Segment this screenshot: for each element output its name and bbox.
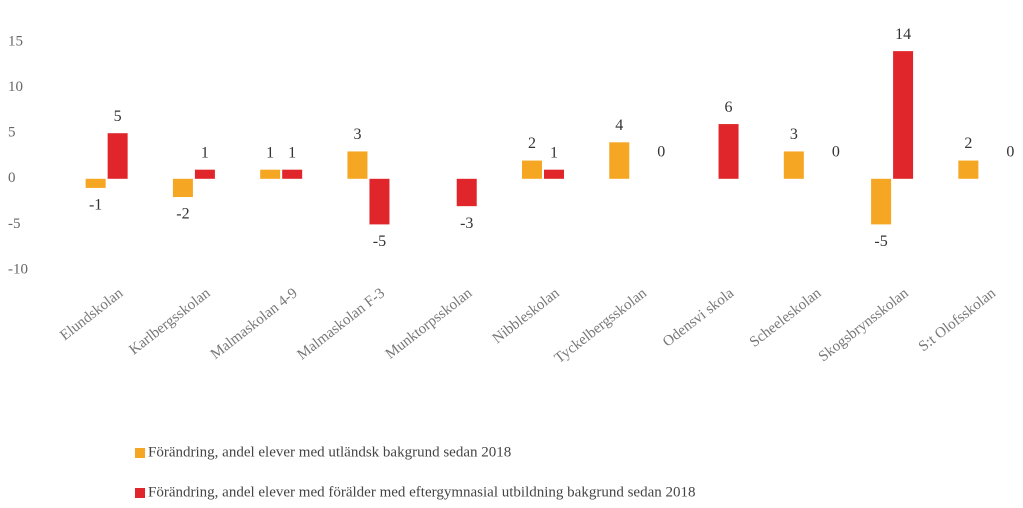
bar [609,142,630,179]
legend-label: Förändring, andel elever med förälder me… [148,484,695,500]
data-label: 1 [201,144,209,161]
x-tick-label: Elundskolan [57,285,126,344]
bar [282,169,303,179]
data-label: 6 [725,99,733,116]
data-label: -1 [89,197,102,214]
bar [347,151,368,179]
x-tick-label: Skogsbrynsskolan [816,285,912,365]
bar [893,51,914,179]
y-tick-label: 10 [8,79,23,95]
data-label: 1 [266,144,274,161]
x-tick-label: Malmaskolan 4-9 [208,285,301,363]
x-tick-label: S:t Olofsskolan [916,285,999,355]
data-label: 5 [114,108,122,125]
bar [456,178,477,207]
x-tick-label: Munktorpsskolan [383,285,476,363]
data-label: 3 [353,126,361,143]
data-label: 0 [657,143,665,160]
x-tick-label: Malmaskolan F-3 [294,285,388,363]
bar [718,124,739,179]
bar [260,169,281,179]
x-tick-label: Odensvi skola [660,285,737,350]
bar [107,133,128,179]
data-label: 1 [550,144,558,161]
y-tick-label: 15 [8,33,23,49]
bar [544,169,564,179]
y-tick-label: -5 [8,216,21,232]
y-tick-label: 5 [8,125,16,141]
data-label: 4 [615,117,623,134]
data-label: -3 [460,215,473,232]
y-tick-label: 0 [8,170,16,186]
x-tick-label: Karlbergsskolan [126,285,213,358]
data-label: 3 [790,126,798,143]
x-tick-label: Scheeleskolan [747,285,825,351]
x-tick-label: Tyckelbergsskolan [552,285,650,367]
bar [172,178,193,198]
data-label: 2 [528,135,536,152]
legend-swatch [135,488,145,498]
data-label: 14 [895,26,911,43]
bar [194,169,215,179]
legend-label: Förändring, andel elever med utländsk ba… [148,444,511,460]
bar [958,160,979,179]
bar [85,178,106,188]
data-label: 0 [1006,143,1014,160]
data-label: -5 [874,233,887,250]
data-label: -5 [373,233,386,250]
data-label: -2 [176,206,189,223]
x-tick-label: Nibbleskolan [490,285,563,347]
data-label: 2 [964,135,972,152]
data-label: 0 [832,143,840,160]
legend-swatch [135,448,145,458]
y-tick-label: -10 [8,261,28,277]
bar [369,178,390,225]
bar [871,178,892,225]
bar [522,160,542,179]
bar [783,151,804,179]
data-label: 1 [288,144,296,161]
